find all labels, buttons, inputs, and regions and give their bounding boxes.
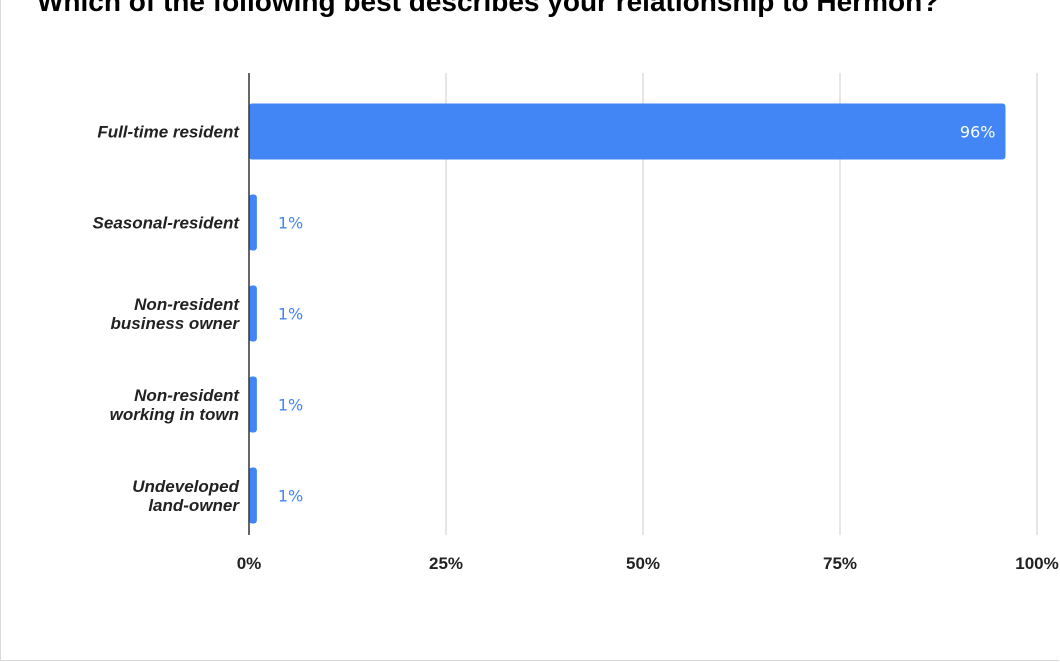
bar [249,103,1006,160]
x-tick-label: 75% [823,554,857,573]
data-label: 1% [278,396,303,415]
data-label: 1% [278,305,303,324]
category-label: Non-resident [134,295,240,314]
x-tick-label: 25% [429,554,463,573]
x-tick-label: 0% [237,554,262,573]
bar [249,467,257,524]
category-label: land-owner [148,496,240,515]
category-label: Non-resident [134,386,240,405]
bar [249,194,257,251]
category-label: Undeveloped [132,477,239,496]
category-label: business owner [111,314,241,333]
x-tick-label: 100% [1015,554,1058,573]
category-label: Seasonal-resident [93,214,241,233]
category-label: Full-time resident [97,123,240,142]
category-label: working in town [110,405,239,424]
x-tick-label: 50% [626,554,660,573]
data-label: 1% [278,214,303,233]
labels: 0% 25% 50% 75% 100% Full-time resident 96% Seas… [93,123,1059,574]
bar [249,285,257,342]
chart-title: Which of the following best describes yo… [37,0,940,17]
data-label: 1% [278,487,303,506]
bar [249,376,257,433]
data-label: 96% [960,123,996,142]
bars [249,103,1006,524]
